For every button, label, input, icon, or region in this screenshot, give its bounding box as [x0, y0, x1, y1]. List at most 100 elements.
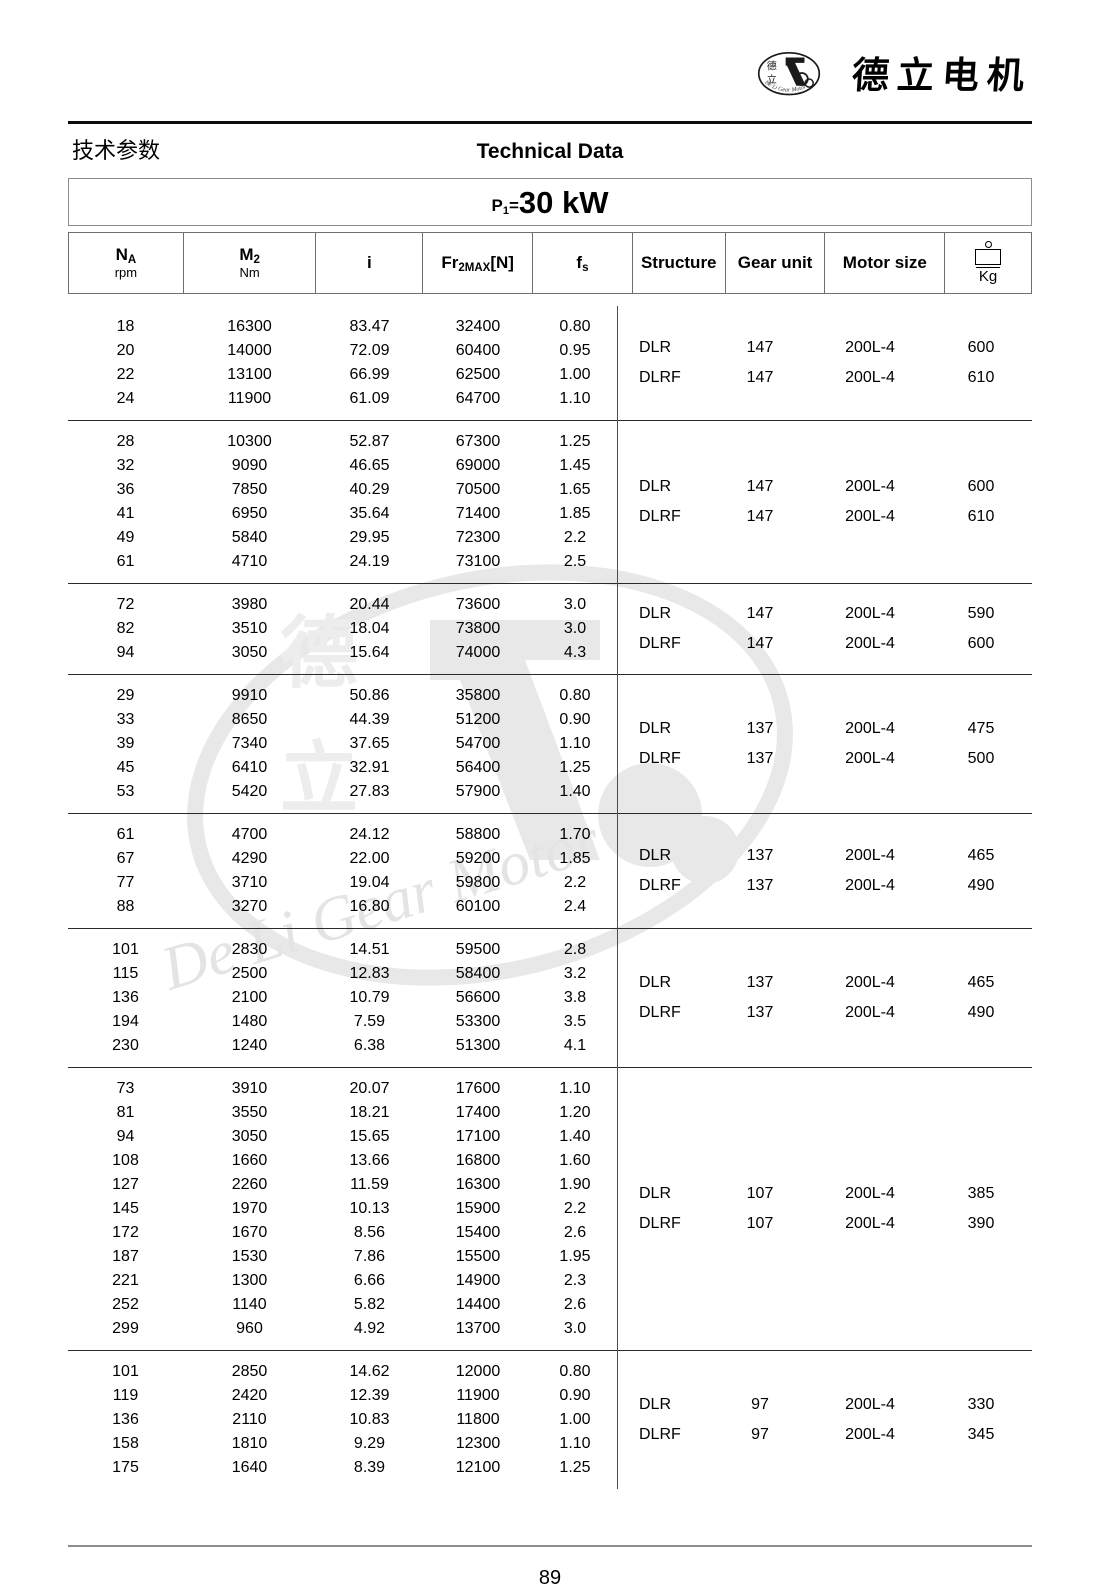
cell-i: 61.09: [349, 390, 390, 407]
cell-motor-size: 200L-4: [845, 720, 895, 737]
cell-motor-size: 200L-4: [845, 877, 895, 894]
cell-m2: 5840: [231, 529, 268, 546]
cell-na: 29: [116, 687, 135, 704]
cell-fr: 59200: [455, 850, 501, 867]
cell-i: 50.86: [349, 687, 390, 704]
cell-fs: 4.1: [563, 1037, 587, 1054]
block-measurements: 28 10300 52.87 67300 1.25 32 9090 46.65 69000 1.4…: [68, 421, 617, 583]
variant-row: DLRF 147 200L-4 600: [617, 629, 1032, 659]
cell-fs: 2.2: [563, 529, 587, 546]
cell-structure: DLRF: [639, 1215, 681, 1232]
table-row: 230 1240 6.38 51300 4.1: [68, 1034, 617, 1058]
cell-motor-size: 200L-4: [845, 508, 895, 525]
cell-i: 14.62: [349, 1363, 390, 1380]
cell-fr: 70500: [455, 481, 501, 498]
cell-i: 11.59: [350, 1176, 389, 1193]
cell-i: 18.21: [349, 1104, 390, 1121]
cell-structure: DLRF: [639, 1004, 681, 1021]
cell-na: 145: [112, 1200, 139, 1217]
cell-m2: 9090: [231, 457, 268, 474]
cell-fr: 64700: [455, 390, 501, 407]
cell-na: 194: [112, 1013, 139, 1030]
cell-na: 94: [116, 644, 135, 661]
cell-fr: 11800: [456, 1411, 500, 1428]
cell-na: 36: [116, 481, 135, 498]
cell-na: 158: [112, 1435, 139, 1452]
cell-fr: 73600: [455, 596, 501, 613]
cell-structure: DLR: [639, 339, 672, 356]
cell-na: 94: [116, 1128, 135, 1145]
cell-na: 49: [116, 529, 135, 546]
cell-fs: 2.5: [563, 553, 587, 570]
cell-motor-size: 200L-4: [845, 339, 895, 356]
variant-row: DLRF 137 200L-4 490: [617, 998, 1032, 1028]
block-measurements: 61 4700 24.12 58800 1.70 67 4290 22.00 59200 1.85…: [68, 814, 617, 928]
cell-i: 66.99: [349, 366, 390, 383]
block-variants: DLR 147 200L-4 600 DLRF 147 200L-4 610: [617, 421, 1032, 583]
cell-fr: 51300: [455, 1037, 501, 1054]
cell-structure: DLR: [639, 478, 672, 495]
cell-i: 8.56: [353, 1224, 386, 1241]
cell-i: 7.86: [353, 1248, 386, 1265]
cell-motor-size: 200L-4: [845, 1426, 895, 1443]
cell-m2: 4700: [231, 826, 268, 843]
section-title-row: 技术参数 Technical Data: [68, 136, 1032, 170]
cell-m2: 1810: [231, 1435, 268, 1452]
cell-m2: 2110: [232, 1411, 267, 1428]
cell-structure: DLR: [639, 1185, 672, 1202]
cell-fr: 62500: [455, 366, 501, 383]
table-row: 252 1140 5.82 14400 2.6: [68, 1293, 617, 1317]
cell-m2: 1480: [231, 1013, 268, 1030]
cell-gear-unit: 137: [746, 974, 774, 991]
cell-motor-size: 200L-4: [845, 1215, 895, 1232]
cell-i: 10.83: [349, 1411, 390, 1428]
cell-weight: 610: [967, 369, 995, 386]
cell-i: 5.82: [353, 1296, 386, 1313]
table-row: 61 4700 24.12 58800 1.70: [68, 823, 617, 847]
cell-i: 22.00: [349, 850, 390, 867]
cell-na: 61: [116, 826, 135, 843]
cell-i: 72.09: [349, 342, 390, 359]
header-structure-label: Structure: [640, 252, 717, 272]
cell-i: 15.65: [349, 1128, 390, 1145]
cell-m2: 16300: [227, 318, 272, 335]
cell-i: 6.38: [353, 1037, 386, 1054]
block-variants: DLR 97 200L-4 330 DLRF 97 200L-4 345: [617, 1351, 1032, 1489]
cell-m2: 3910: [231, 1080, 268, 1097]
cell-na: 33: [116, 711, 135, 728]
cell-m2: 1970: [231, 1200, 268, 1217]
cell-fs: 1.10: [559, 1080, 591, 1097]
table-row: 29 9910 50.86 35800 0.80: [68, 684, 617, 708]
block-variants: DLR 147 200L-4 590 DLRF 147 200L-4 600: [617, 584, 1032, 674]
cell-fs: 2.8: [563, 941, 587, 958]
cell-structure: DLR: [639, 720, 672, 737]
cell-na: 136: [112, 1411, 139, 1428]
cell-na: 20: [116, 342, 135, 359]
cell-m2: 2500: [231, 965, 268, 982]
variant-row: DLRF 147 200L-4 610: [617, 363, 1032, 393]
vertical-section-divider: [617, 306, 618, 1489]
block-measurements: 101 2830 14.51 59500 2.8 115 2500 12.83 58400 3.2…: [68, 929, 617, 1067]
cell-i: 32.91: [349, 759, 390, 776]
table-row: 115 2500 12.83 58400 3.2: [68, 962, 617, 986]
cell-fs: 0.80: [559, 1363, 591, 1380]
table-row: 22 13100 66.99 62500 1.00: [68, 363, 617, 387]
cell-fs: 2.3: [563, 1272, 587, 1289]
block-variants: DLR 137 200L-4 475 DLRF 137 200L-4 500: [617, 675, 1032, 813]
cell-i: 20.44: [349, 596, 390, 613]
table-row: 119 2420 12.39 11900 0.90: [68, 1384, 617, 1408]
cell-na: 81: [116, 1104, 135, 1121]
cell-fr: 74000: [455, 644, 501, 661]
cell-fr: 60100: [455, 898, 501, 915]
cell-m2: 3050: [231, 1128, 268, 1145]
cell-m2: 3710: [231, 874, 268, 891]
table-row: 49 5840 29.95 72300 2.2: [68, 526, 617, 550]
block-variants: DLR 107 200L-4 385 DLRF 107 200L-4 390: [617, 1068, 1032, 1350]
cell-m2: 2100: [231, 989, 268, 1006]
variant-row: DLRF 137 200L-4 500: [617, 744, 1032, 774]
cell-fr: 51200: [455, 711, 501, 728]
table-row: 221 1300 6.66 14900 2.3: [68, 1269, 617, 1293]
data-block: 73 3910 20.07 17600 1.10 81 3550 18.21 17400 1.20…: [68, 1068, 1032, 1351]
cell-structure: DLR: [639, 847, 672, 864]
cell-m2: 1300: [231, 1272, 268, 1289]
